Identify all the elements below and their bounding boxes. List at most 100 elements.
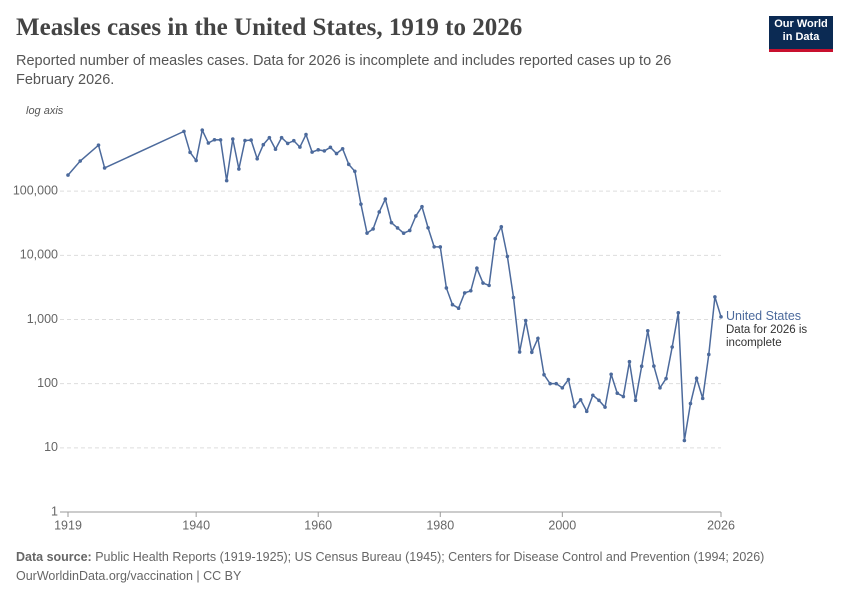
data-point xyxy=(487,283,491,288)
y-tick-label: 100,000 xyxy=(13,183,58,197)
annotation: Data for 2026 is incomplete xyxy=(726,324,808,349)
data-point xyxy=(261,142,266,147)
data-point xyxy=(505,254,510,259)
data-point xyxy=(468,289,473,293)
data-point xyxy=(285,141,290,146)
y-tick-label: 10 xyxy=(44,440,58,454)
data-point xyxy=(481,281,485,285)
data-point xyxy=(365,231,369,235)
data-point xyxy=(450,302,455,307)
data-point xyxy=(328,145,333,150)
data-point xyxy=(603,405,607,409)
data-point xyxy=(230,137,235,141)
data-point xyxy=(432,244,436,249)
data-point xyxy=(310,150,314,154)
data-point xyxy=(627,359,632,364)
data-point xyxy=(243,138,247,143)
data-point xyxy=(536,336,540,341)
data-point xyxy=(572,404,577,409)
data-point xyxy=(182,129,186,134)
data-point xyxy=(377,210,382,214)
data-point xyxy=(639,364,644,369)
data-point xyxy=(359,202,363,206)
data-point xyxy=(334,151,339,156)
y-tick-label: 10,000 xyxy=(20,248,58,262)
data-point xyxy=(652,364,656,368)
data-point xyxy=(188,150,192,155)
x-tick-label: 2000 xyxy=(548,518,576,532)
data-point xyxy=(511,295,516,300)
data-point xyxy=(475,266,479,271)
data-point xyxy=(578,398,583,402)
data-point xyxy=(267,135,272,140)
data-point xyxy=(66,173,70,177)
data-point xyxy=(523,318,528,323)
source-label: Data source: xyxy=(16,550,92,564)
data-point xyxy=(609,372,613,377)
data-point xyxy=(658,386,662,390)
title: Measles cases in the United States, 1919… xyxy=(16,14,523,41)
data-point xyxy=(670,345,674,349)
data-point xyxy=(389,220,394,225)
data-point xyxy=(676,310,681,315)
series-line xyxy=(67,127,722,441)
data-point xyxy=(566,377,571,382)
data-point xyxy=(493,236,497,241)
data-point xyxy=(346,162,351,167)
data-point xyxy=(316,148,321,152)
data-point xyxy=(554,381,559,386)
data-point xyxy=(530,350,534,355)
data-point xyxy=(383,197,388,201)
x-tick-label: 1980 xyxy=(426,518,454,532)
series-label: United States xyxy=(726,309,801,323)
data-point xyxy=(682,438,687,443)
data-point xyxy=(322,149,327,153)
data-point xyxy=(237,167,241,171)
data-point xyxy=(719,315,723,319)
data-point xyxy=(212,137,217,142)
data-point xyxy=(548,381,552,386)
footer: Data source: Public Health Reports (1919… xyxy=(16,548,764,586)
logo[interactable]: Our World in Data xyxy=(769,16,833,52)
data-point xyxy=(584,409,589,414)
source-text: Public Health Reports (1919-1925); US Ce… xyxy=(95,550,765,564)
axis-note: log axis xyxy=(26,105,64,117)
data-point xyxy=(444,286,449,290)
data-point xyxy=(597,398,601,403)
data-point xyxy=(395,226,400,230)
data-point xyxy=(371,227,375,231)
data-point xyxy=(420,204,424,209)
data-point xyxy=(615,391,620,396)
data-point xyxy=(700,396,705,401)
data-point xyxy=(279,135,284,140)
data-point xyxy=(664,376,668,381)
x-tick-label: 1919 xyxy=(54,518,82,532)
link[interactable]: OurWorldinData.org/vaccination | CC BY xyxy=(16,569,242,583)
y-tick-label: 1,000 xyxy=(27,312,58,326)
data-point xyxy=(456,306,461,311)
data-point xyxy=(304,132,308,137)
data-point xyxy=(353,169,357,174)
source: Data source: Public Health Reports (1919… xyxy=(16,548,764,567)
data-point xyxy=(218,138,223,142)
data-point xyxy=(224,178,229,183)
x-tick-label: 1940 xyxy=(182,518,210,532)
data-point xyxy=(340,146,345,151)
data-point xyxy=(713,295,717,299)
data-point xyxy=(560,386,565,390)
data-point xyxy=(292,138,296,143)
data-point xyxy=(688,401,693,406)
data-point xyxy=(273,147,278,152)
x-tick-label: 2026 xyxy=(707,518,735,532)
data-point xyxy=(426,225,430,230)
data-point xyxy=(194,158,198,163)
data-point xyxy=(414,214,418,218)
data-point xyxy=(517,350,522,354)
y-tick-label: 1 xyxy=(51,504,58,518)
data-point xyxy=(438,245,443,249)
subtitle: Reported number of measles cases. Data f… xyxy=(16,53,672,88)
data-point xyxy=(499,225,504,229)
data-point xyxy=(633,398,638,403)
x-tick-label: 1960 xyxy=(304,518,332,532)
